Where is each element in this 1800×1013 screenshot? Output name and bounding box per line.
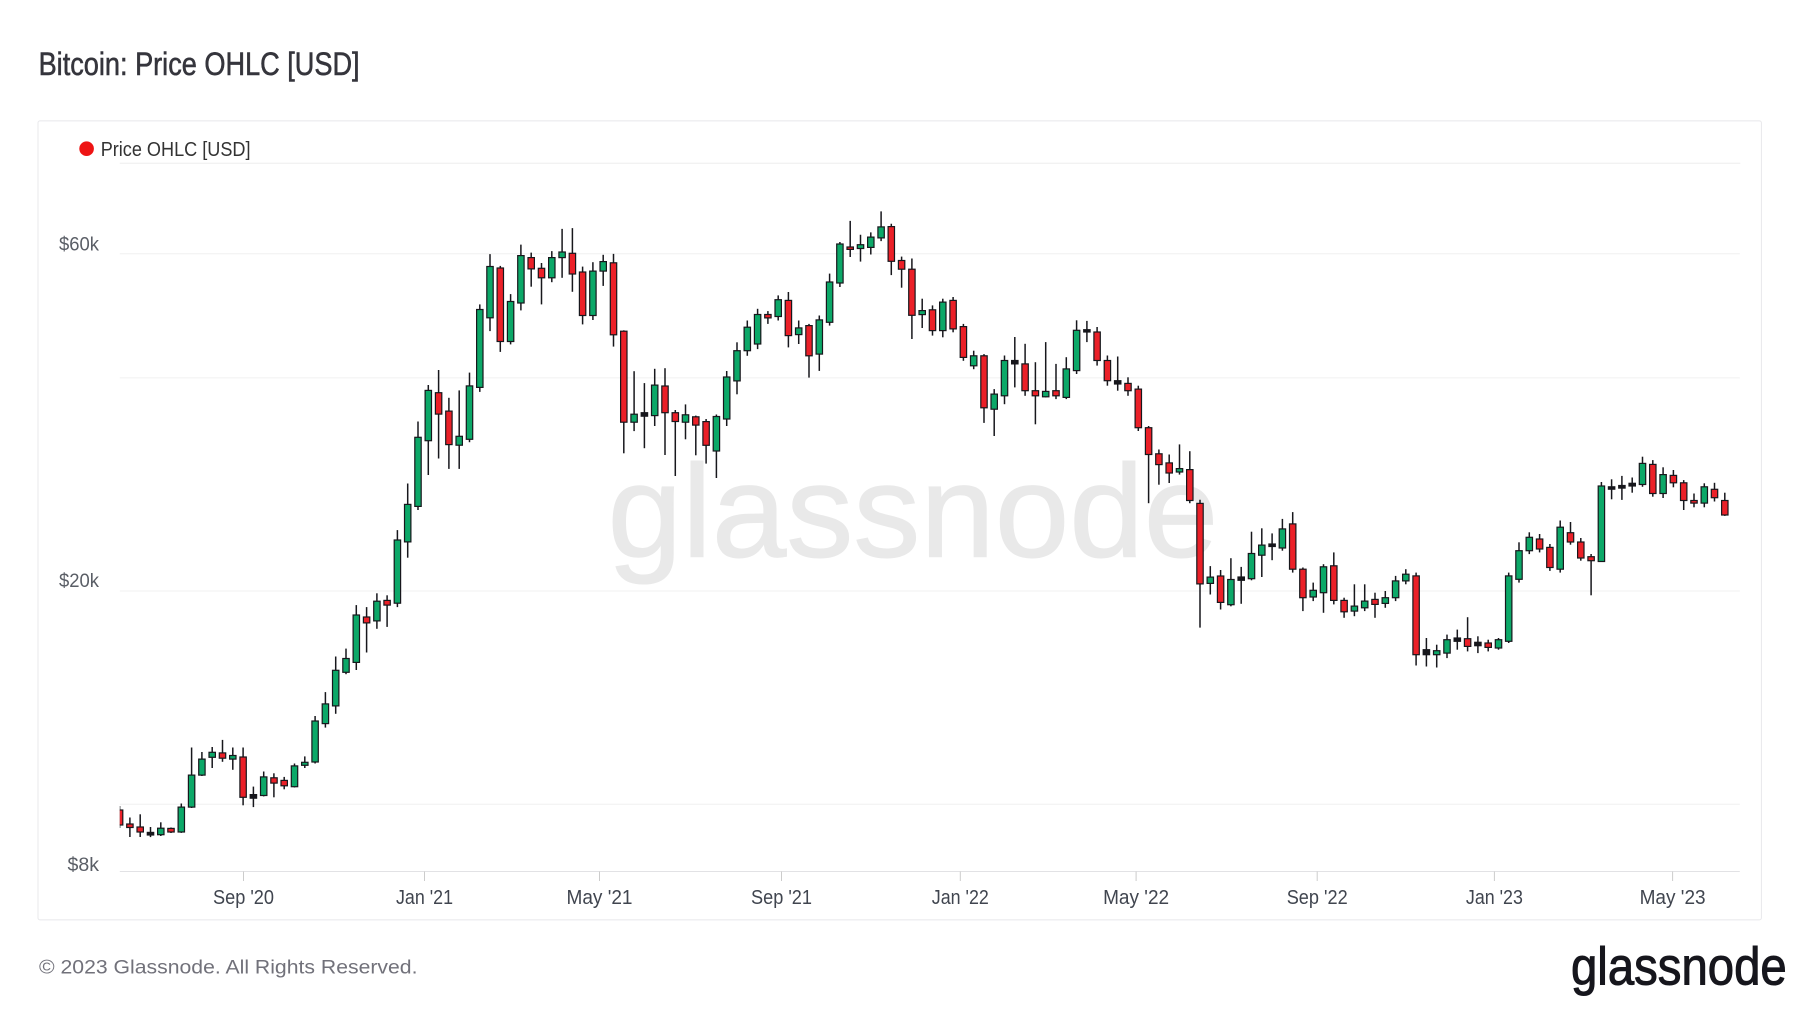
svg-text:glassnode: glassnode xyxy=(608,438,1219,585)
svg-text:May '23: May '23 xyxy=(1640,887,1706,909)
svg-text:May '21: May '21 xyxy=(567,887,633,909)
svg-text:Jan '23: Jan '23 xyxy=(1466,887,1523,909)
svg-text:$20k: $20k xyxy=(59,570,99,592)
svg-text:© 2023 Glassnode. All Rights R: © 2023 Glassnode. All Rights Reserved. xyxy=(39,957,418,979)
svg-text:Bitcoin: Price OHLC [USD]: Bitcoin: Price OHLC [USD] xyxy=(39,46,360,82)
svg-text:Price OHLC [USD]: Price OHLC [USD] xyxy=(101,139,251,161)
svg-text:$60k: $60k xyxy=(59,234,99,256)
svg-text:Sep '20: Sep '20 xyxy=(213,887,274,909)
svg-text:Sep '21: Sep '21 xyxy=(751,887,812,909)
svg-text:glassnode: glassnode xyxy=(1571,937,1787,996)
svg-text:$8k: $8k xyxy=(68,854,100,876)
svg-text:May '22: May '22 xyxy=(1103,887,1169,909)
svg-text:Jan '22: Jan '22 xyxy=(932,887,989,909)
svg-text:Sep '22: Sep '22 xyxy=(1287,887,1348,909)
svg-text:Jan '21: Jan '21 xyxy=(396,887,453,909)
